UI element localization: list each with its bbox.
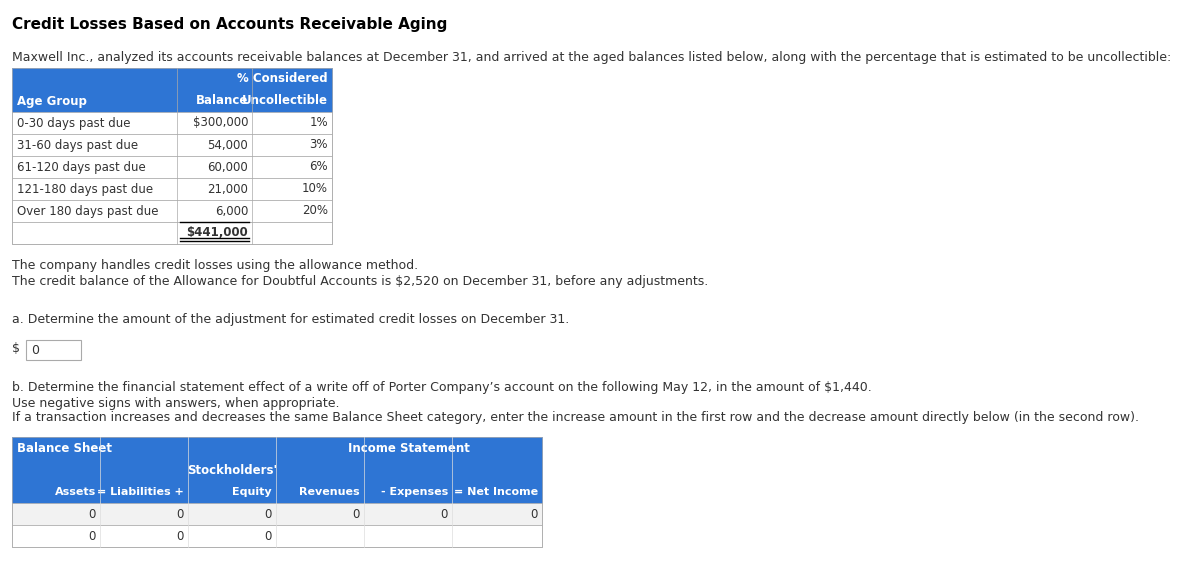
Text: Use negative signs with answers, when appropriate.: Use negative signs with answers, when ap… — [12, 396, 340, 409]
Text: 0: 0 — [176, 507, 184, 520]
Bar — [12, 68, 332, 112]
Text: 31-60 days past due: 31-60 days past due — [17, 139, 138, 152]
Text: 0: 0 — [265, 530, 272, 543]
Text: 0: 0 — [89, 507, 96, 520]
Bar — [12, 503, 542, 525]
Text: Equity: Equity — [233, 487, 272, 497]
Bar — [12, 525, 542, 547]
Text: The company handles credit losses using the allowance method.: The company handles credit losses using … — [12, 259, 418, 272]
Text: 0-30 days past due: 0-30 days past due — [17, 116, 131, 129]
Text: $300,000: $300,000 — [192, 116, 248, 129]
Text: 54,000: 54,000 — [208, 139, 248, 152]
Text: 61-120 days past due: 61-120 days past due — [17, 161, 145, 173]
Text: % Considered: % Considered — [238, 72, 328, 85]
Bar — [12, 112, 332, 134]
Bar — [12, 437, 542, 547]
Bar — [12, 156, 332, 178]
Text: 1%: 1% — [310, 116, 328, 129]
Text: 6%: 6% — [310, 161, 328, 173]
Text: = Liabilities +: = Liabilities + — [97, 487, 184, 497]
Bar — [12, 200, 332, 222]
Text: 6,000: 6,000 — [215, 205, 248, 218]
Text: Uncollectible: Uncollectible — [242, 95, 328, 108]
Text: 0: 0 — [353, 507, 360, 520]
Bar — [12, 178, 332, 200]
Text: If a transaction increases and decreases the same Balance Sheet category, enter : If a transaction increases and decreases… — [12, 412, 1139, 425]
Text: Maxwell Inc., analyzed its accounts receivable balances at December 31, and arri: Maxwell Inc., analyzed its accounts rece… — [12, 52, 1171, 65]
Text: Balance: Balance — [196, 95, 248, 108]
Text: = Net Income: = Net Income — [454, 487, 538, 497]
Text: 20%: 20% — [302, 205, 328, 218]
Text: a. Determine the amount of the adjustment for estimated credit losses on Decembe: a. Determine the amount of the adjustmen… — [12, 313, 569, 326]
Text: 10%: 10% — [302, 182, 328, 195]
Text: 21,000: 21,000 — [208, 182, 248, 195]
Text: $: $ — [12, 342, 20, 355]
Text: - Expenses: - Expenses — [380, 487, 448, 497]
Text: The credit balance of the Allowance for Doubtful Accounts is $2,520 on December : The credit balance of the Allowance for … — [12, 275, 708, 288]
Text: Over 180 days past due: Over 180 days past due — [17, 205, 158, 218]
Text: 0: 0 — [89, 530, 96, 543]
Text: Age Group: Age Group — [17, 95, 86, 108]
Text: 0: 0 — [265, 507, 272, 520]
Bar — [12, 437, 542, 503]
Text: 0: 0 — [31, 343, 38, 356]
Bar — [12, 68, 332, 244]
Text: $441,000: $441,000 — [186, 226, 248, 239]
Bar — [12, 134, 332, 156]
Text: Credit Losses Based on Accounts Receivable Aging: Credit Losses Based on Accounts Receivab… — [12, 18, 448, 32]
Text: Stockholders': Stockholders' — [187, 463, 277, 476]
Text: Balance Sheet: Balance Sheet — [17, 442, 112, 455]
Text: 0: 0 — [530, 507, 538, 520]
Bar — [12, 222, 332, 244]
Text: Assets: Assets — [55, 487, 96, 497]
Text: Income Statement: Income Statement — [348, 442, 470, 455]
Text: 0: 0 — [440, 507, 448, 520]
Text: 121-180 days past due: 121-180 days past due — [17, 182, 154, 195]
Text: 0: 0 — [176, 530, 184, 543]
Text: 60,000: 60,000 — [208, 161, 248, 173]
Bar — [26, 340, 82, 360]
Text: b. Determine the financial statement effect of a write off of Porter Company’s a: b. Determine the financial statement eff… — [12, 382, 871, 395]
Text: 3%: 3% — [310, 139, 328, 152]
Text: Revenues: Revenues — [299, 487, 360, 497]
